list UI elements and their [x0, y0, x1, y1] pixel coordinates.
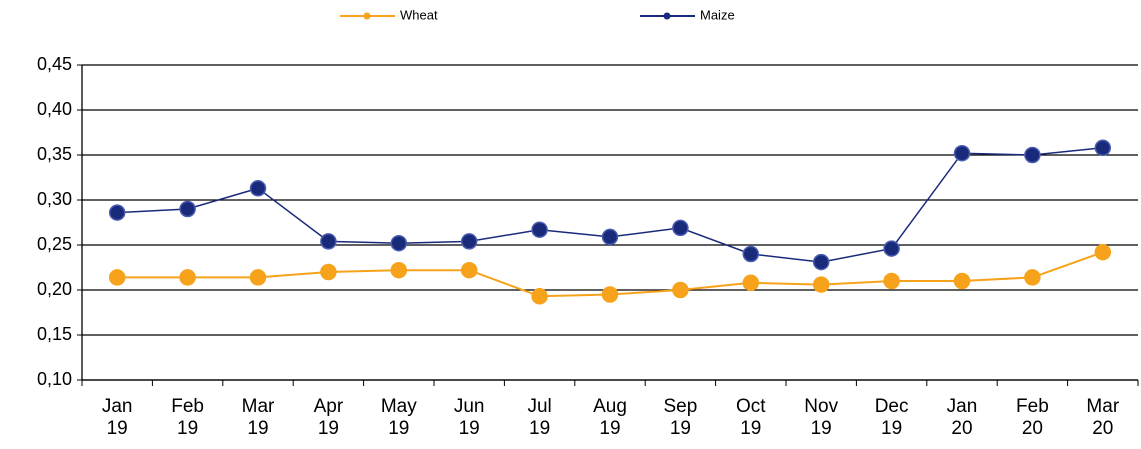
data-point: [179, 200, 196, 218]
x-tick-label: Aug 19: [593, 396, 627, 439]
y-tick-label: 0,45: [37, 54, 72, 74]
data-point: [812, 276, 830, 293]
data-point: [953, 272, 971, 290]
legend-marker: [363, 12, 371, 20]
y-tick-label: 0,40: [37, 99, 72, 119]
data-point: [390, 261, 408, 279]
y-tick-label: 0,25: [37, 234, 72, 254]
x-tick-label: Jan 20: [946, 396, 978, 439]
data-point: [883, 272, 900, 290]
x-tick-label: Jun 19: [453, 396, 485, 439]
data-point: [672, 219, 689, 237]
y-tick-label: 0,20: [37, 279, 72, 299]
data-point: [320, 263, 337, 281]
x-tick-label: Dec 19: [874, 396, 909, 439]
legend-label: Maize: [700, 7, 735, 22]
data-point: [249, 269, 267, 286]
y-tick-label: 0,35: [37, 144, 72, 164]
data-point: [108, 269, 126, 286]
data-point: [953, 144, 971, 162]
data-point: [601, 228, 619, 246]
x-tick-label: Apr 19: [313, 396, 344, 439]
data-point: [460, 261, 478, 279]
data-point: [601, 286, 619, 303]
y-tick-label: 0,30: [37, 189, 72, 209]
x-tick-label: Jul 19: [527, 396, 552, 439]
data-point: [108, 204, 126, 221]
x-tick-label: Oct 19: [736, 396, 766, 439]
x-tick-label: Mar 19: [241, 396, 275, 439]
data-point: [1094, 139, 1112, 157]
y-tick-label: 0,10: [37, 369, 72, 389]
y-tick-label: 0,15: [37, 324, 72, 344]
data-point: [742, 245, 760, 263]
x-tick-label: Jan 19: [101, 396, 133, 439]
x-tick-label: May 19: [380, 396, 417, 439]
data-point: [1094, 243, 1112, 261]
data-point: [249, 180, 267, 197]
data-point: [390, 234, 408, 252]
x-tick-label: Feb 19: [171, 396, 204, 439]
legend-label: Wheat: [400, 7, 438, 22]
data-point: [742, 274, 760, 292]
data-point: [531, 288, 548, 305]
data-point: [812, 253, 830, 271]
x-tick-label: Mar 20: [1086, 396, 1120, 439]
data-point: [179, 269, 196, 286]
legend-marker: [663, 12, 671, 20]
data-point: [883, 240, 900, 257]
data-point: [531, 221, 548, 238]
data-point: [1024, 146, 1041, 164]
data-point: [1024, 269, 1041, 286]
data-point: [460, 233, 478, 250]
x-tick-label: Sep 19: [663, 396, 698, 439]
data-point: [320, 233, 337, 250]
data-point: [672, 281, 689, 299]
x-tick-label: Nov 19: [804, 396, 839, 439]
x-tick-label: Feb 20: [1016, 396, 1049, 439]
